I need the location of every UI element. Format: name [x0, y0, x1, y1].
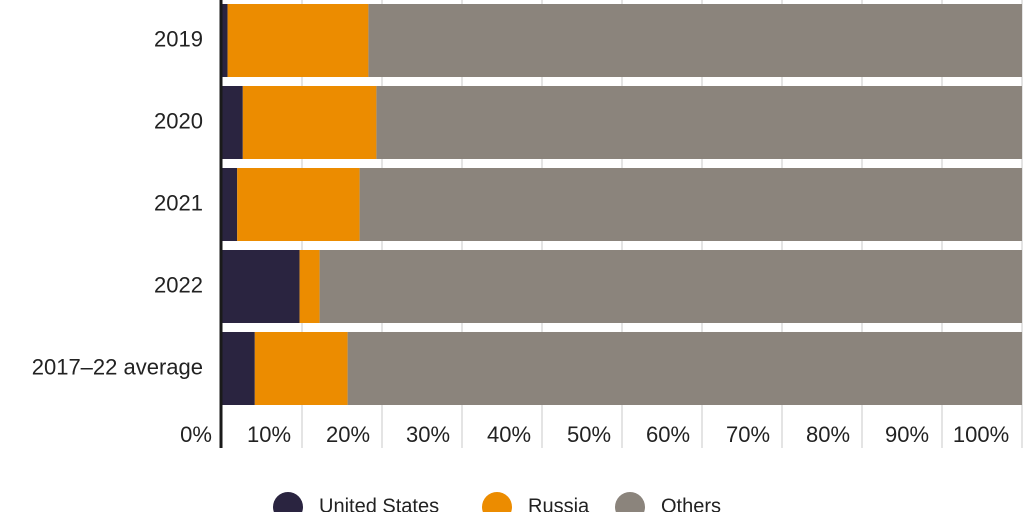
bar-segment — [227, 4, 369, 77]
x-tick-label: 100% — [953, 422, 1009, 447]
bar-segment — [319, 250, 1023, 323]
x-tick-label: 60% — [646, 422, 690, 447]
bar-segment — [254, 332, 348, 405]
x-tick-label: 50% — [567, 422, 611, 447]
legend: United States Russia Others — [273, 492, 721, 512]
bar-segment — [359, 168, 1023, 241]
bar-segment — [368, 4, 1022, 77]
bar-segment — [222, 168, 238, 241]
x-tick-label: 10% — [247, 422, 291, 447]
bar-segment — [222, 86, 243, 159]
x-tick-label: 40% — [487, 422, 531, 447]
x-tick-label: 80% — [806, 422, 850, 447]
bar-segment — [222, 4, 228, 77]
x-tick-label: 20% — [326, 422, 370, 447]
category-label: 2020 — [154, 108, 203, 133]
legend-label: Others — [661, 495, 721, 512]
bar-segment — [347, 332, 1023, 405]
bar-segment — [222, 250, 300, 323]
bar-segment — [237, 168, 360, 241]
category-labels: 2019 2020 2021 2022 2017–22 average — [32, 26, 203, 379]
bar-segment — [376, 86, 1022, 159]
bar-segment — [222, 332, 255, 405]
legend-marker — [615, 492, 645, 512]
bar-segment — [242, 86, 377, 159]
x-tick-label: 30% — [406, 422, 450, 447]
legend-marker — [273, 492, 303, 512]
legend-label: Russia — [528, 495, 590, 512]
x-tick-label: 70% — [726, 422, 770, 447]
x-tick-label: 90% — [885, 422, 929, 447]
category-label: 2022 — [154, 272, 203, 297]
legend-label: United States — [319, 495, 439, 512]
bar-segment — [299, 250, 320, 323]
x-tick-label: 0% — [180, 422, 212, 447]
x-tick-labels: 0% 10% 20% 30% 40% 50% 60% 70% 80% 90% 100% — [180, 422, 1009, 447]
category-label: 2019 — [154, 26, 203, 51]
bars — [222, 4, 1023, 405]
legend-marker — [482, 492, 512, 512]
category-label: 2021 — [154, 190, 203, 215]
category-label: 2017–22 average — [32, 354, 203, 379]
